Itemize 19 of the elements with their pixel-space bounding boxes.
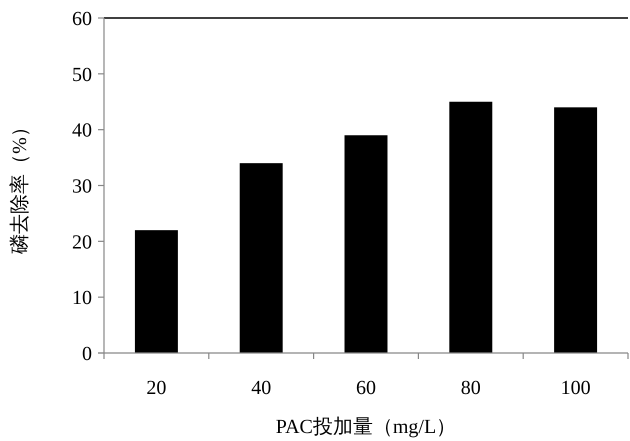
x-tick-label: 40 xyxy=(251,377,272,399)
x-tick-label: 100 xyxy=(560,377,591,399)
bar xyxy=(449,102,492,353)
x-tick-label: 60 xyxy=(356,377,376,399)
y-tick-label: 0 xyxy=(82,343,92,365)
y-tick-label: 10 xyxy=(72,287,92,310)
bar xyxy=(554,107,598,353)
bar xyxy=(240,163,283,353)
y-axis-title: 磷去除率（%） xyxy=(9,117,31,255)
y-tick-label: 40 xyxy=(72,120,92,142)
x-tick-label: 80 xyxy=(460,377,481,399)
y-tick-label: 30 xyxy=(72,176,92,198)
y-tick-label: 20 xyxy=(72,231,92,254)
bar xyxy=(344,135,388,353)
bar xyxy=(134,230,178,353)
x-axis-title: PAC投加量（mg/L） xyxy=(276,416,456,438)
y-tick-label: 50 xyxy=(72,64,92,86)
x-tick-label: 20 xyxy=(146,377,166,399)
y-tick-label: 60 xyxy=(72,8,92,30)
